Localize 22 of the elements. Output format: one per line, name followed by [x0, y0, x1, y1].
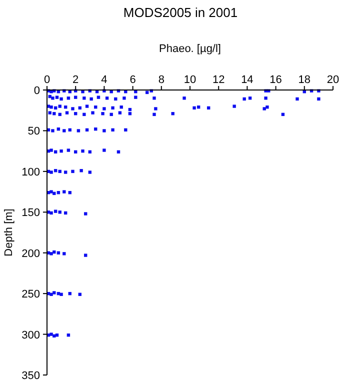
- x-axis-title: Phaeo. [µg/l]: [159, 43, 221, 55]
- x-tick-label: 2: [72, 74, 79, 86]
- x-tick-label: 8: [158, 74, 164, 86]
- x-tick-label: 6: [130, 74, 136, 86]
- y-tick-label: 50: [28, 126, 40, 138]
- x-tick-label: 16: [270, 74, 282, 86]
- x-tick-label: 10: [184, 74, 196, 86]
- x-tick-label: 18: [298, 74, 311, 86]
- x-tick-label: 4: [101, 74, 108, 86]
- x-tick-label: 14: [241, 74, 254, 86]
- x-tick-label: 0: [44, 74, 50, 86]
- y-tick-label: 100: [22, 166, 40, 178]
- y-tick-label: 250: [22, 288, 40, 301]
- chart-title: MODS2005 in 2001: [123, 5, 238, 20]
- x-tick-label: 12: [212, 74, 225, 86]
- y-tick-label: 300: [22, 329, 40, 342]
- y-axis-title: Depth [m]: [3, 208, 15, 256]
- y-tick-label: 350: [22, 370, 40, 382]
- y-tick-label: 200: [22, 248, 40, 260]
- y-tick-label: 0: [34, 85, 40, 97]
- x-tick-label: 20: [326, 74, 340, 86]
- y-tick-label: 150: [22, 207, 40, 220]
